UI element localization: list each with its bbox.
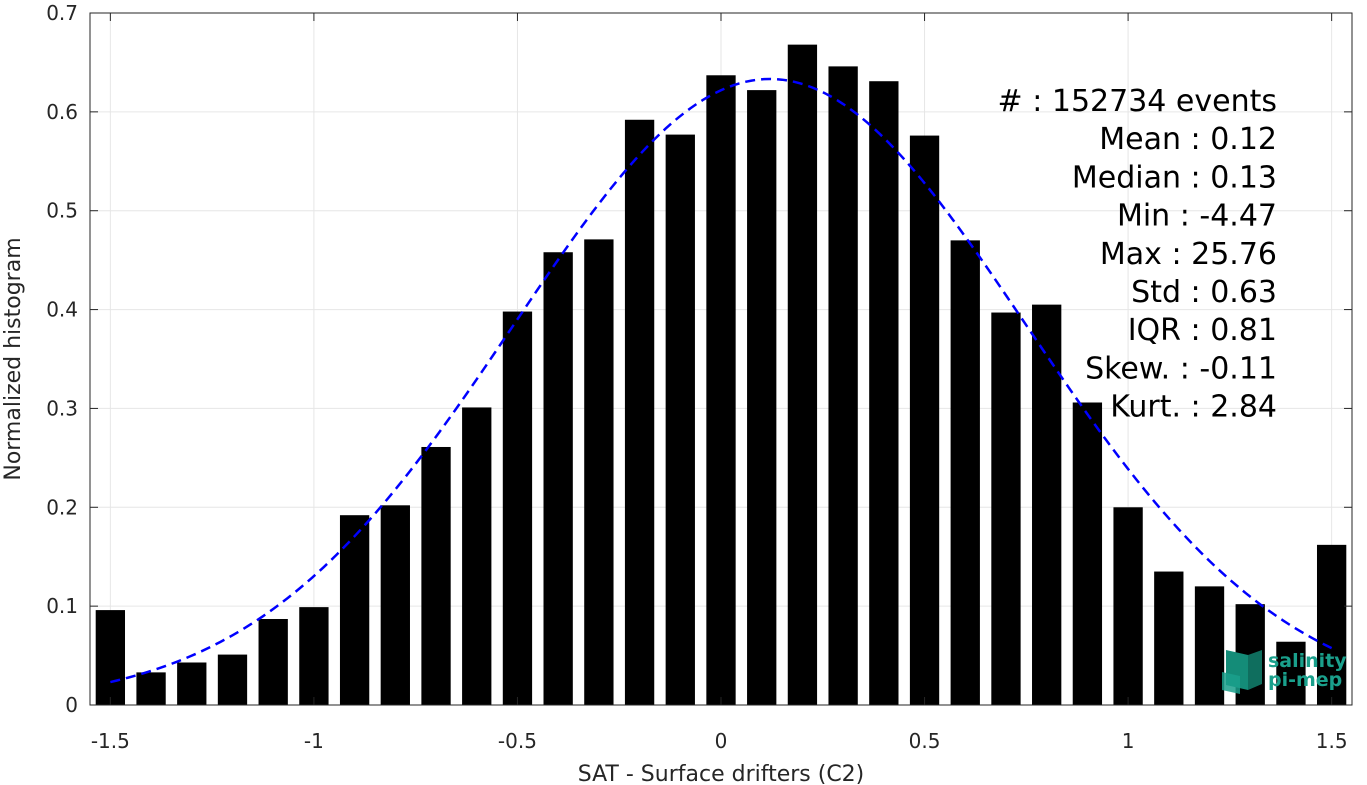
stat-line: IQR : 0.81 [1128, 313, 1277, 348]
histogram-bar [665, 134, 695, 705]
histogram-bar [787, 44, 818, 706]
axis-ticks [90, 12, 1352, 706]
y-tick-label: 0.3 [46, 396, 78, 420]
histogram-bar [217, 654, 248, 705]
salinity-pi-mep-logo: salinity pi-mep [1222, 650, 1347, 694]
histogram-bar [1276, 641, 1306, 705]
histogram-bar [136, 672, 166, 705]
x-tick-label: -1.5 [91, 729, 130, 753]
stat-line: Kurt. : 2.84 [1110, 390, 1277, 425]
histogram-bar [1194, 586, 1225, 705]
histogram-bar [909, 135, 940, 705]
stat-line: Median : 0.13 [1072, 160, 1277, 195]
histogram-bar [1072, 402, 1103, 705]
stat-line: # : 152734 events [998, 84, 1277, 119]
histogram-bar [543, 252, 573, 705]
logo-cube-icon [1222, 650, 1262, 694]
logo-text-salinity: salinity [1268, 650, 1347, 672]
histogram-bar [339, 515, 370, 705]
histogram-bar [177, 662, 207, 705]
histogram-bar [95, 610, 126, 705]
y-tick-label: 0.4 [46, 298, 78, 322]
y-tick-label: 0.6 [46, 100, 78, 124]
histogram-bar [502, 311, 533, 705]
x-tick-label: -0.5 [498, 729, 537, 753]
histogram-bar [828, 66, 858, 705]
histogram-bar [584, 239, 614, 705]
y-tick-label: 0.7 [46, 1, 78, 25]
histogram-bar [950, 240, 980, 705]
histogram-bar [1154, 571, 1184, 705]
histogram-bar [462, 407, 492, 705]
gaussian-fit-curve [110, 77, 1333, 684]
x-tick-label: 0.5 [909, 729, 941, 753]
y-tick-labels: 0 0.1 0.2 0.3 0.4 0.5 0.6 0.7 [46, 1, 78, 717]
x-tick-labels: -1.5 -1 -0.5 0 0.5 1 1.5 [91, 729, 1348, 753]
x-axis-label: SAT - Surface drifters (C2) [578, 762, 865, 785]
stat-line: Skew. : -0.11 [1085, 351, 1277, 386]
stat-line: Min : -4.47 [1117, 199, 1277, 234]
stat-line: Mean : 0.12 [1099, 122, 1277, 157]
x-tick-label: -1 [304, 729, 324, 753]
histogram-bar [1113, 507, 1143, 705]
x-tick-label: 1 [1122, 729, 1135, 753]
y-tick-label: 0.2 [46, 495, 78, 519]
histogram-bar [1032, 304, 1062, 705]
histogram-bar [1316, 544, 1347, 705]
stat-line: Std : 0.63 [1131, 275, 1277, 310]
histogram-bar [991, 312, 1021, 705]
x-tick-label: 0 [715, 729, 728, 753]
y-axis-label: Normalized histogram [1, 237, 26, 480]
histogram-bar [380, 505, 410, 705]
stat-line: Max : 25.76 [1100, 237, 1277, 272]
histogram-bar [706, 75, 736, 705]
histogram-bars [95, 44, 1347, 706]
histogram-bar [869, 81, 899, 705]
y-tick-label: 0 [65, 693, 78, 717]
x-tick-label: 1.5 [1316, 729, 1348, 753]
histogram-bar [258, 618, 288, 705]
histogram-bar [421, 446, 451, 705]
y-tick-label: 0.1 [46, 594, 78, 618]
histogram-bar [299, 607, 329, 705]
y-tick-label: 0.5 [46, 199, 78, 223]
histogram-bar [624, 119, 655, 705]
histogram-bar [747, 90, 777, 705]
logo-text-pi-mep: pi-mep [1268, 669, 1342, 691]
